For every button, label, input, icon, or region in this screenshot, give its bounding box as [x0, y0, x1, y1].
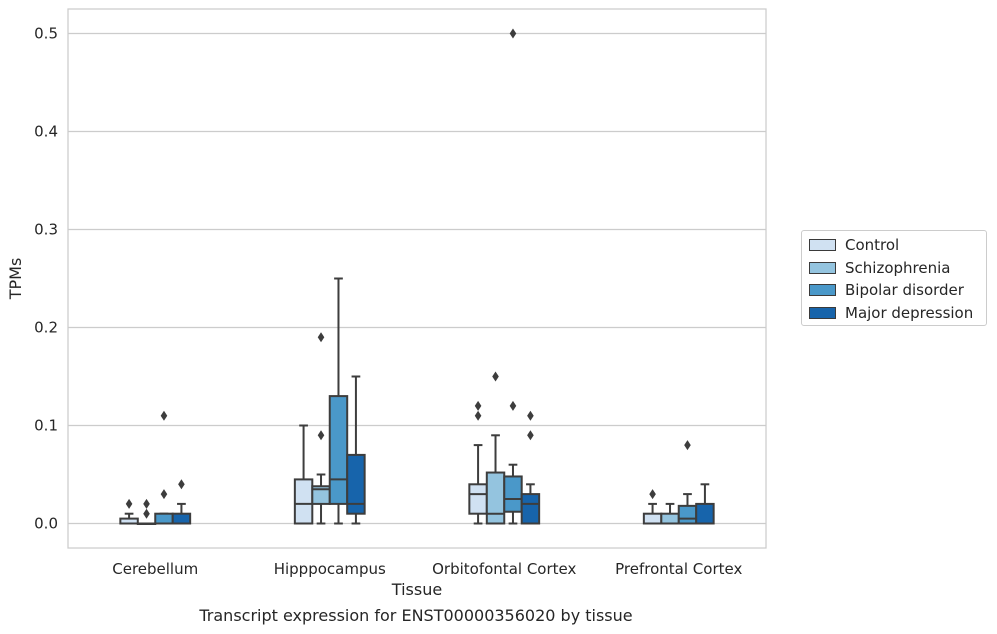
box-0-3: [171, 479, 192, 525]
box-iqr: [485, 471, 506, 525]
outlier-point: [160, 489, 168, 500]
outlier-point: [178, 479, 185, 490]
outlier-point: [125, 498, 133, 509]
outlier-point: [649, 489, 656, 500]
outlier-point: [509, 28, 517, 39]
box-iqr: [520, 493, 541, 525]
y-tick-label: 0.4: [34, 123, 58, 141]
box-iqr: [695, 502, 715, 525]
x-tick-label: Hipppocampus: [274, 560, 386, 578]
y-tick-label: 0.0: [34, 515, 58, 533]
outlier-point: [474, 400, 482, 411]
outlier-point: [492, 371, 499, 382]
box-iqr: [468, 483, 488, 515]
box-iqr: [677, 504, 698, 525]
box-3-0: [642, 489, 663, 525]
legend-item: Major depression: [809, 304, 973, 322]
box-3-1: [660, 502, 680, 525]
y-tick-label: 0.2: [34, 319, 58, 337]
legend-label: Control: [845, 236, 900, 254]
box-iqr: [642, 512, 663, 525]
box-0-2: [154, 410, 174, 525]
y-tick-label: 0.3: [34, 221, 58, 239]
outlier-point: [474, 410, 482, 421]
box-iqr: [328, 395, 349, 505]
box-iqr: [660, 512, 680, 525]
outlier-point: [509, 400, 517, 411]
legend-label: Major depression: [845, 303, 974, 322]
x-tick-label: Prefrontal Cortex: [615, 560, 742, 578]
x-axis-ticks: Cerebellum Hipppocampus Orbitofontal Corte…: [112, 560, 742, 578]
box-1-3: [346, 375, 366, 525]
legend-label: Schizophrenia: [845, 258, 951, 277]
legend-swatch: [809, 261, 836, 274]
box-2-1: [485, 371, 506, 525]
legend-label: Bipolar disorder: [845, 281, 964, 299]
outlier-point: [160, 410, 168, 421]
outlier-point: [527, 410, 534, 421]
box-iqr: [171, 512, 192, 525]
box-2-2: [503, 28, 523, 525]
box-2-3: [520, 410, 541, 525]
x-axis-label: Tissue: [391, 580, 442, 599]
outlier-point: [527, 430, 534, 441]
y-axis-label: TPMs: [6, 258, 25, 301]
legend-swatch: [809, 284, 836, 296]
legend-swatch: [809, 239, 836, 251]
box-2-0: [468, 400, 488, 525]
box-0-0: [119, 498, 139, 525]
plot-frame: [67, 8, 767, 549]
x-tick-label: Orbitofontal Cortex: [432, 560, 576, 578]
outlier-point: [684, 440, 691, 451]
y-tick-label: 0.5: [34, 25, 58, 43]
legend-item: Schizophrenia: [809, 259, 950, 277]
box-3-3: [695, 483, 715, 525]
gridlines: [68, 32, 766, 525]
box-iqr: [503, 475, 523, 513]
x-tick-label: Cerebellum: [112, 560, 198, 578]
box-iqr: [346, 453, 366, 515]
y-axis-ticks: 0.0 0.1 0.2 0.3 0.4 0.5: [34, 25, 58, 533]
legend: Control Schizophrenia Bipolar disorder Majo…: [801, 230, 987, 326]
boxes-layer: [119, 28, 715, 525]
box-1-0: [293, 424, 314, 525]
outlier-point: [317, 332, 325, 343]
box-iqr: [154, 512, 174, 525]
box-1-1: [311, 332, 331, 525]
outlier-point: [143, 508, 150, 519]
chart-caption: Transcript expression for ENST0000035602…: [199, 606, 633, 625]
box-iqr: [293, 478, 314, 525]
outlier-point: [317, 430, 325, 441]
box-3-2: [677, 440, 698, 525]
y-tick-label: 0.1: [34, 417, 58, 435]
outlier-point: [143, 498, 150, 509]
box-0-1: [136, 498, 157, 525]
legend-item: Control: [809, 236, 899, 254]
legend-item: Bipolar disorder: [809, 281, 964, 299]
legend-swatch: [809, 306, 836, 319]
box-1-2: [328, 277, 349, 525]
